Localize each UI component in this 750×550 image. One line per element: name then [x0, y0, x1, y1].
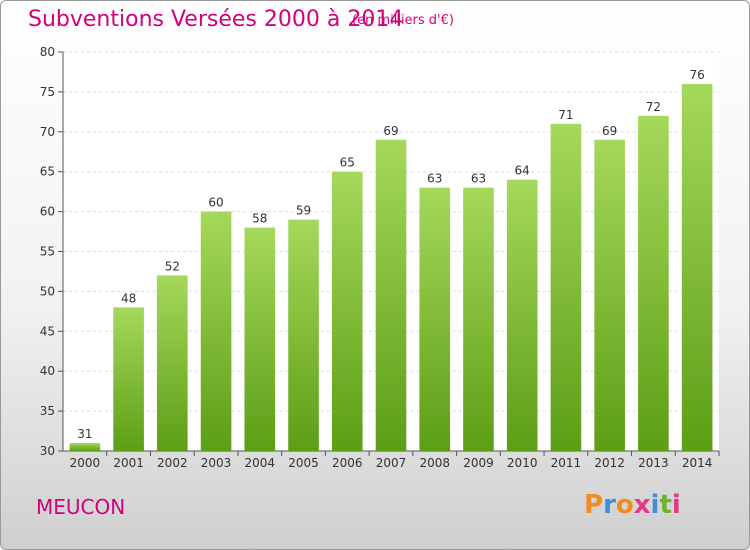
y-tick-label: 55	[40, 245, 55, 259]
data-label: 48	[121, 291, 136, 305]
bar	[200, 211, 232, 451]
logo-letter: t	[659, 490, 672, 520]
bar	[288, 219, 319, 451]
data-label: 60	[208, 196, 223, 210]
data-label: 31	[77, 427, 92, 441]
data-label: 63	[471, 172, 486, 186]
x-tick-label: 2008	[419, 456, 450, 470]
data-label: 63	[427, 172, 442, 186]
bar	[594, 139, 625, 451]
x-tick-label: 2011	[551, 456, 582, 470]
x-tick-label: 2000	[70, 456, 101, 470]
bar	[463, 187, 494, 451]
data-label: 52	[165, 259, 180, 273]
bar	[157, 275, 188, 451]
bar	[69, 443, 101, 451]
x-tick-label: 2006	[332, 456, 363, 470]
x-tick-label: 2001	[113, 456, 144, 470]
y-tick-label: 40	[40, 364, 55, 378]
y-tick-label: 35	[40, 404, 55, 418]
x-tick-label: 2014	[682, 456, 713, 470]
x-tick-label: 2013	[638, 456, 669, 470]
data-label: 65	[340, 156, 355, 170]
y-tick-label: 80	[40, 45, 55, 59]
x-tick-label: 2004	[245, 456, 276, 470]
logo-letter: P	[584, 490, 604, 520]
data-label: 69	[602, 124, 617, 138]
y-tick-label: 70	[40, 125, 55, 139]
data-label: 71	[558, 108, 573, 122]
data-label: 69	[383, 124, 398, 138]
bar	[113, 307, 144, 451]
y-tick-label: 60	[40, 205, 55, 219]
x-tick-label: 2007	[376, 456, 407, 470]
x-tick-label: 2003	[201, 456, 232, 470]
data-label: 64	[515, 164, 530, 178]
bar	[331, 171, 363, 451]
chart-title: Subventions Versées 2000 à 2014	[28, 7, 404, 32]
commune-name: MEUCON	[36, 495, 126, 519]
y-tick-label: 75	[40, 85, 55, 99]
x-tick-label: 2005	[288, 456, 319, 470]
x-tick-label: 2009	[463, 456, 494, 470]
y-tick-label: 45	[40, 324, 55, 338]
data-label: 76	[689, 68, 704, 82]
y-tick-label: 30	[40, 444, 55, 458]
bar	[638, 115, 669, 451]
bar	[506, 179, 538, 451]
chart-subtitle: (en milliers d'€)	[352, 13, 454, 28]
bar	[244, 227, 276, 451]
bar	[419, 187, 451, 451]
y-tick-label: 65	[40, 165, 55, 179]
y-tick-label: 50	[40, 284, 55, 298]
bar	[681, 83, 713, 452]
logo-letter: o	[615, 490, 634, 520]
data-label: 72	[646, 100, 661, 114]
data-label: 59	[296, 204, 311, 218]
x-tick-label: 2002	[157, 456, 188, 470]
logo-letter: i	[650, 490, 660, 520]
data-label: 58	[252, 212, 267, 226]
x-tick-label: 2010	[507, 456, 538, 470]
logo-letter: i	[671, 490, 681, 520]
bar	[375, 139, 407, 451]
proxiti-logo: Proxiti	[584, 490, 681, 520]
x-tick-label: 2012	[594, 456, 625, 470]
logo-letter: r	[603, 490, 616, 520]
bar	[550, 123, 582, 451]
logo-letter: x	[633, 490, 651, 520]
